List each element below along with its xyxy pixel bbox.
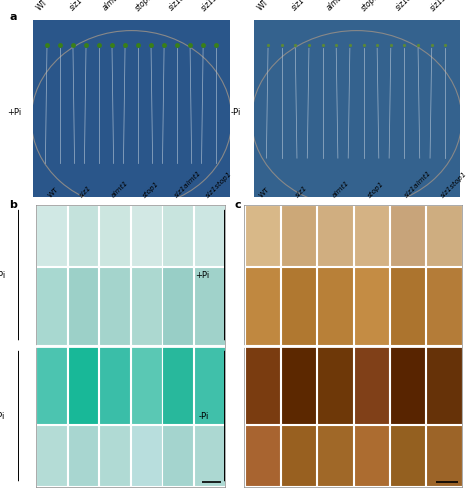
Text: siz1stop1: siz1stop1 xyxy=(440,170,468,199)
FancyBboxPatch shape xyxy=(390,267,425,345)
Text: siz1stop1: siz1stop1 xyxy=(200,0,232,13)
FancyBboxPatch shape xyxy=(67,205,99,266)
Text: b: b xyxy=(9,200,18,210)
FancyBboxPatch shape xyxy=(131,425,162,486)
FancyBboxPatch shape xyxy=(99,205,130,266)
FancyBboxPatch shape xyxy=(67,425,99,486)
FancyBboxPatch shape xyxy=(194,425,225,486)
FancyBboxPatch shape xyxy=(162,267,193,345)
FancyBboxPatch shape xyxy=(245,205,280,266)
FancyBboxPatch shape xyxy=(390,205,425,266)
FancyBboxPatch shape xyxy=(281,267,316,345)
Text: almt1: almt1 xyxy=(101,0,123,13)
FancyBboxPatch shape xyxy=(245,425,280,486)
FancyBboxPatch shape xyxy=(390,346,425,424)
Text: siz1: siz1 xyxy=(79,185,93,199)
Text: WT: WT xyxy=(47,187,59,199)
Text: siz1stop1: siz1stop1 xyxy=(205,170,234,199)
FancyBboxPatch shape xyxy=(317,267,353,345)
FancyBboxPatch shape xyxy=(245,346,280,424)
FancyBboxPatch shape xyxy=(194,267,225,345)
FancyBboxPatch shape xyxy=(36,346,67,424)
Text: -Pi: -Pi xyxy=(231,108,241,117)
FancyBboxPatch shape xyxy=(36,425,67,486)
Text: siz1almt1: siz1almt1 xyxy=(173,170,203,199)
FancyBboxPatch shape xyxy=(354,346,389,424)
FancyBboxPatch shape xyxy=(354,205,389,266)
Text: siz1almt1: siz1almt1 xyxy=(394,0,427,13)
Text: siz1almt1: siz1almt1 xyxy=(403,170,433,199)
FancyBboxPatch shape xyxy=(36,267,67,345)
Text: stop1: stop1 xyxy=(142,180,161,199)
FancyBboxPatch shape xyxy=(426,267,462,345)
FancyBboxPatch shape xyxy=(426,205,462,266)
FancyBboxPatch shape xyxy=(162,425,193,486)
Text: siz1: siz1 xyxy=(68,0,85,13)
FancyBboxPatch shape xyxy=(426,346,462,424)
FancyBboxPatch shape xyxy=(131,346,162,424)
FancyBboxPatch shape xyxy=(281,205,316,266)
FancyBboxPatch shape xyxy=(99,425,130,486)
FancyBboxPatch shape xyxy=(245,267,280,345)
FancyBboxPatch shape xyxy=(131,205,162,266)
Text: -Pi: -Pi xyxy=(0,412,5,421)
Text: stop1: stop1 xyxy=(134,0,155,13)
FancyBboxPatch shape xyxy=(426,425,462,486)
FancyBboxPatch shape xyxy=(317,205,353,266)
Text: WT: WT xyxy=(255,0,270,13)
Text: WT: WT xyxy=(35,0,50,13)
Text: almt1: almt1 xyxy=(110,180,129,199)
FancyBboxPatch shape xyxy=(317,425,353,486)
Text: -Pi: -Pi xyxy=(199,412,209,421)
FancyBboxPatch shape xyxy=(99,346,130,424)
FancyBboxPatch shape xyxy=(317,346,353,424)
FancyBboxPatch shape xyxy=(131,267,162,345)
FancyBboxPatch shape xyxy=(354,425,389,486)
Text: WT: WT xyxy=(258,187,270,199)
Text: +Pi: +Pi xyxy=(195,270,209,279)
FancyBboxPatch shape xyxy=(67,346,99,424)
Text: almt1: almt1 xyxy=(325,0,346,13)
FancyBboxPatch shape xyxy=(354,267,389,345)
Text: almt1: almt1 xyxy=(331,180,350,199)
Text: stop1: stop1 xyxy=(359,0,381,13)
FancyBboxPatch shape xyxy=(390,425,425,486)
FancyBboxPatch shape xyxy=(67,267,99,345)
Text: siz1stop1: siz1stop1 xyxy=(428,0,461,13)
Text: siz1almt1: siz1almt1 xyxy=(167,0,200,13)
FancyBboxPatch shape xyxy=(281,346,316,424)
Text: stop1: stop1 xyxy=(367,180,386,199)
FancyBboxPatch shape xyxy=(162,205,193,266)
FancyBboxPatch shape xyxy=(194,346,225,424)
Text: +Pi: +Pi xyxy=(0,270,5,279)
FancyBboxPatch shape xyxy=(194,205,225,266)
Text: +Pi: +Pi xyxy=(7,108,21,117)
FancyBboxPatch shape xyxy=(162,346,193,424)
Text: siz1: siz1 xyxy=(290,0,307,13)
FancyBboxPatch shape xyxy=(281,425,316,486)
FancyBboxPatch shape xyxy=(36,205,67,266)
Text: siz1: siz1 xyxy=(294,185,309,199)
Text: c: c xyxy=(235,200,241,210)
Text: a: a xyxy=(9,12,17,22)
FancyBboxPatch shape xyxy=(99,267,130,345)
